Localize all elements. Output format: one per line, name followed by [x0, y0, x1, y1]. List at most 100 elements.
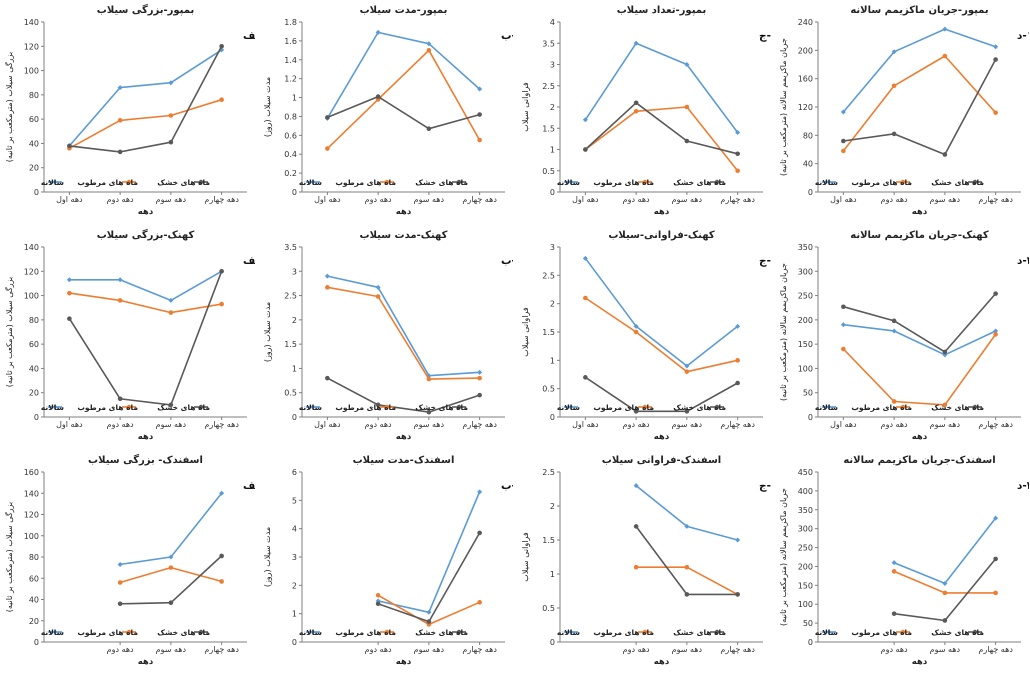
data-point-dry	[735, 592, 740, 597]
y-tick-label: 0	[292, 638, 297, 647]
data-point-annual	[168, 554, 174, 560]
data-point-dry	[633, 409, 639, 414]
x-tick-label: دهه چهارم	[978, 195, 1013, 204]
y-tick-label: 1.6	[284, 37, 297, 46]
series-line-annual	[635, 484, 738, 541]
y-tick-label: 2	[550, 103, 555, 112]
y-tick-label: 4	[550, 18, 555, 27]
data-point-dry	[841, 304, 846, 310]
y-tick-label: 1.4	[284, 56, 297, 65]
y-tick-label: 1.5	[542, 536, 555, 545]
data-point-dry	[67, 143, 72, 149]
data-point-wet	[993, 332, 998, 337]
y-tick-label: 3	[550, 243, 555, 252]
x-tick-label: دهه سوم	[672, 645, 703, 654]
y-tick-label: 40	[29, 364, 39, 373]
data-point-dry	[942, 152, 948, 157]
data-point-wet	[375, 592, 381, 598]
data-point-annual	[633, 483, 639, 489]
data-point-annual	[684, 62, 690, 67]
panel-label: ۲-د	[1017, 255, 1029, 267]
data-point-dry	[375, 601, 381, 607]
y-tick-label: 80	[29, 553, 39, 562]
legend-label-wet: ماه های مرطوب	[77, 628, 138, 637]
legend-label-annual: سالانه	[815, 403, 838, 412]
y-tick-label: 2	[550, 502, 555, 511]
legend-marker-annual	[826, 629, 832, 635]
y-tick-label: 300	[798, 267, 813, 276]
x-tick-label: دهه چهارم	[720, 645, 755, 654]
y-tick-label: 1	[550, 146, 555, 155]
x-tick-label: دهه دوم	[623, 420, 650, 429]
y-tick-label: 2.5	[284, 292, 297, 301]
data-point-wet	[219, 301, 224, 307]
data-point-annual	[582, 117, 588, 123]
y-tick-label: 0.5	[542, 167, 555, 176]
data-point-wet	[841, 148, 846, 154]
series-line-wet	[326, 49, 481, 150]
y-tick-label: 350	[798, 243, 813, 252]
data-point-dry	[219, 43, 224, 49]
y-axis-title: مدت سیلاب (روز)	[263, 77, 272, 137]
y-tick-label: 40	[803, 160, 813, 169]
data-point-wet	[891, 83, 897, 89]
y-tick-label: 2	[292, 581, 297, 590]
y-tick-label: 0	[292, 413, 297, 422]
y-tick-label: 3.5	[542, 39, 555, 48]
x-tick-label: دهه سوم	[414, 195, 445, 204]
data-point-wet	[168, 565, 174, 570]
x-tick-label: دهه دوم	[623, 195, 650, 204]
panel-label: ۳-ج	[759, 480, 771, 492]
y-tick-label: 2.5	[542, 271, 555, 280]
data-point-annual	[942, 580, 948, 586]
data-point-wet	[942, 53, 948, 59]
x-tick-label: دهه چهارم	[720, 420, 755, 429]
legend-label-annual: سالانه	[299, 403, 322, 412]
y-tick-label: 0	[34, 638, 39, 647]
y-tick-label: 400	[798, 487, 813, 496]
x-tick-label: دهه سوم	[156, 645, 187, 654]
y-tick-label: 0	[550, 638, 555, 647]
x-tick-label: دهه دوم	[881, 195, 908, 204]
data-point-dry	[684, 138, 690, 144]
x-tick-label: دهه سوم	[156, 420, 187, 429]
legend-label-annual: سالانه	[41, 403, 64, 412]
data-point-annual	[993, 44, 999, 50]
x-tick-label: دهه چهارم	[978, 420, 1013, 429]
y-tick-label: 0	[808, 638, 813, 647]
legend-marker-annual	[568, 629, 574, 635]
chart-title: بمپور-جریان ماکزیمم سالانه	[850, 5, 988, 16]
y-tick-label: 0	[292, 188, 297, 197]
x-axis-title: دهه	[396, 207, 412, 217]
x-tick-label: دهه دوم	[107, 645, 134, 654]
data-point-dry	[325, 375, 330, 381]
y-tick-label: 3	[292, 553, 297, 562]
data-point-annual	[840, 322, 846, 328]
x-tick-label: دهه چهارم	[462, 645, 497, 654]
series-line-wet	[842, 55, 997, 152]
data-point-wet	[117, 580, 123, 585]
y-tick-label: 160	[24, 468, 39, 477]
data-point-wet	[684, 104, 690, 110]
legend-marker-wet	[126, 404, 132, 410]
y-tick-label: 250	[798, 544, 813, 553]
y-tick-label: 80	[29, 316, 39, 325]
y-tick-label: 1	[550, 570, 555, 579]
data-point-annual	[735, 323, 741, 329]
x-tick-label: دهه دوم	[365, 420, 392, 429]
data-point-wet	[633, 564, 639, 570]
data-point-wet	[219, 579, 224, 584]
data-point-annual	[684, 363, 690, 369]
series-line-wet	[327, 286, 480, 380]
legend-marker-wet	[642, 404, 648, 410]
x-axis-title: دهه	[912, 432, 928, 442]
data-point-dry	[841, 138, 846, 144]
legend-label-annual: سالانه	[815, 178, 838, 187]
chart-panel-9: اسفندک- بزرگی سیلاب 0 20 40 60 80 100 120 140 160…	[0, 450, 274, 675]
x-tick-label: دهه دوم	[881, 645, 908, 654]
legend-label-dry: ماه های خشک	[415, 628, 468, 637]
y-tick-label: 60	[29, 574, 39, 583]
data-point-dry	[67, 316, 72, 321]
y-axis-title: فراوانی سیلاب	[521, 82, 530, 132]
